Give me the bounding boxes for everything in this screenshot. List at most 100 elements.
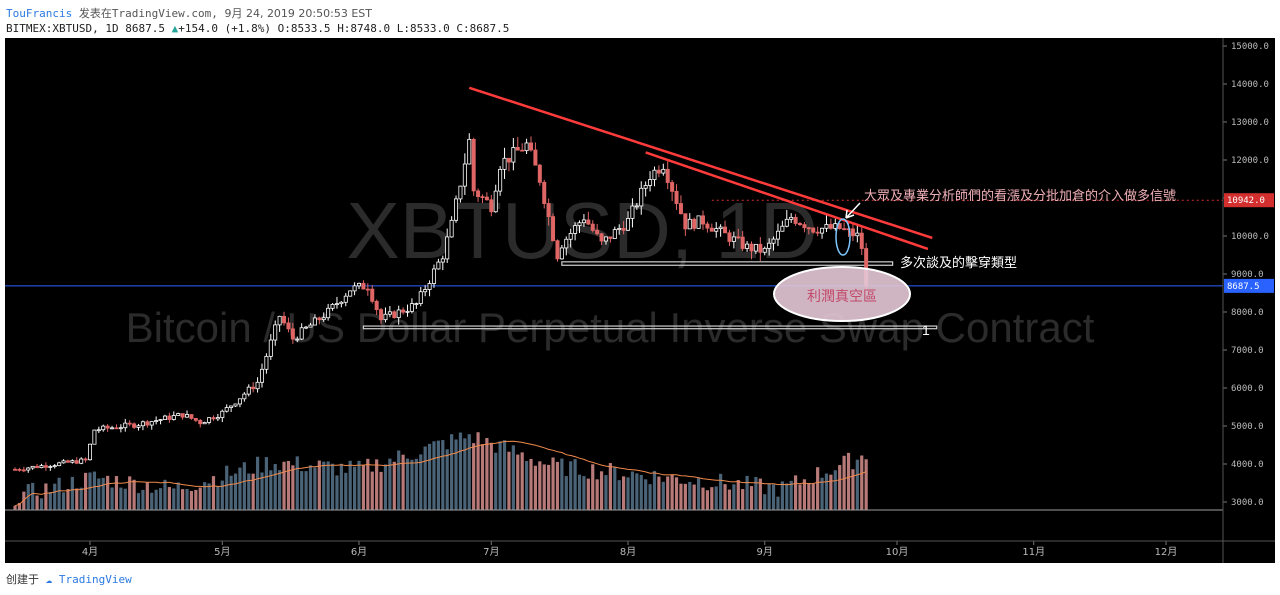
y-tick-label: 13000.0: [1231, 118, 1269, 128]
volume-bar: [233, 473, 238, 510]
volume-bar: [855, 459, 859, 510]
profit-vacuum-label: 利潤真空區: [807, 289, 877, 305]
volume-bar: [617, 480, 621, 510]
volume-bar: [586, 478, 590, 510]
y-tick-label: 9000.0: [1231, 270, 1264, 280]
trendlines[interactable]: [468, 86, 933, 251]
candle-up: [171, 415, 176, 420]
candle-up: [423, 289, 428, 293]
volume-bar: [776, 496, 780, 510]
candle-up: [343, 295, 348, 303]
candle-down: [542, 181, 547, 204]
candle-up: [57, 462, 62, 467]
volume-bar: [286, 460, 291, 510]
candle-up: [789, 216, 794, 220]
volume-bar: [661, 481, 665, 510]
candle-up: [326, 307, 331, 319]
candle-up: [409, 303, 414, 312]
volume-bar: [794, 475, 798, 510]
symbol-name[interactable]: BITMEX:XBTUSD: [6, 22, 93, 35]
volume-bar: [317, 460, 321, 510]
candle-down: [211, 417, 216, 420]
volume-bar: [61, 492, 66, 510]
candle-up: [820, 227, 825, 234]
volume-bar: [339, 463, 343, 510]
volume-bar: [763, 494, 767, 510]
candle-down: [180, 413, 185, 418]
volume-bar: [674, 477, 679, 510]
breakout-highlight-ellipse: [835, 218, 851, 256]
volume-bar: [185, 489, 189, 510]
volume-bar: [507, 451, 511, 510]
annotation-arrow: [845, 202, 861, 219]
volume-bar: [741, 489, 745, 510]
volume-bar: [547, 464, 551, 510]
time-axis[interactable]: 4月 5月 6月 7月 8月 9月 10月 11月 12月: [82, 541, 1178, 558]
candle-down: [489, 199, 494, 213]
candle-down: [815, 231, 820, 234]
volume-bar: [538, 461, 542, 510]
arrow-head-icon: [845, 209, 855, 219]
volume-bar: [542, 464, 546, 510]
candle-up: [215, 417, 220, 420]
profit-vacuum-zone: [773, 266, 911, 322]
volume-bar: [846, 452, 851, 510]
candle-down: [798, 223, 803, 226]
volume-bar: [383, 464, 388, 510]
candle-up: [224, 407, 229, 412]
candle-up: [775, 230, 780, 240]
trendline-upper: [468, 86, 933, 240]
candle-down: [674, 190, 679, 204]
volume-bar: [97, 478, 101, 510]
candle-down: [105, 425, 110, 429]
volume-bar: [860, 455, 864, 510]
volume-bar: [238, 467, 242, 510]
candle-up: [26, 467, 31, 471]
volume-bar: [494, 452, 498, 510]
watermark-symbol: XBTUSD, 1D: [346, 186, 817, 275]
candle-up: [299, 327, 304, 340]
volume-bar: [458, 432, 463, 510]
candle-down: [282, 315, 287, 324]
volume-bar: [811, 483, 815, 510]
volume-bar: [31, 482, 35, 510]
site-name[interactable]: TradingView.com: [111, 7, 212, 20]
volume-bar: [255, 456, 260, 510]
candle-down: [705, 223, 710, 229]
volume-bar: [154, 489, 158, 510]
candle-up: [39, 465, 44, 469]
volume-bar: [613, 467, 617, 510]
candle-up: [405, 310, 410, 313]
volume-bar: [679, 483, 683, 510]
volume-bar: [313, 467, 317, 510]
candle-down: [132, 423, 137, 428]
volume-bar: [833, 470, 837, 510]
breakdown-annotation: 多次談及的擊穿類型: [900, 255, 1017, 271]
candle-up: [237, 398, 242, 405]
volume-bar: [489, 442, 493, 510]
volume-bar: [723, 484, 727, 510]
volume-bar: [75, 488, 79, 510]
price-chart[interactable]: XBTUSD, 1D Bitcoin / US Dollar Perpetual…: [5, 38, 1275, 563]
candle-down: [551, 216, 556, 242]
author-link[interactable]: TouFrancis: [6, 7, 73, 20]
tradingview-link[interactable]: TradingView: [58, 573, 132, 586]
candle-up: [158, 419, 163, 421]
candle-up: [648, 179, 653, 186]
volume-bar: [375, 459, 379, 510]
candle-up: [96, 429, 101, 432]
candle-up: [414, 303, 419, 306]
footer: 创建于 ☁ TradingView: [6, 571, 132, 587]
volume-bar: [498, 441, 502, 510]
candle-up: [454, 198, 459, 221]
candle-down: [193, 418, 198, 421]
candle-down: [683, 213, 688, 230]
volume-bar: [388, 458, 392, 510]
tradingview-logo-icon[interactable]: ☁: [45, 573, 53, 586]
volume-bar: [44, 483, 48, 510]
y-tick-label: 14000.0: [1231, 80, 1269, 90]
y-tick-label: 3000.0: [1231, 498, 1264, 508]
x-tick-label: 4月: [82, 546, 98, 558]
candle-up: [634, 205, 639, 208]
volume-bar: [326, 461, 330, 510]
